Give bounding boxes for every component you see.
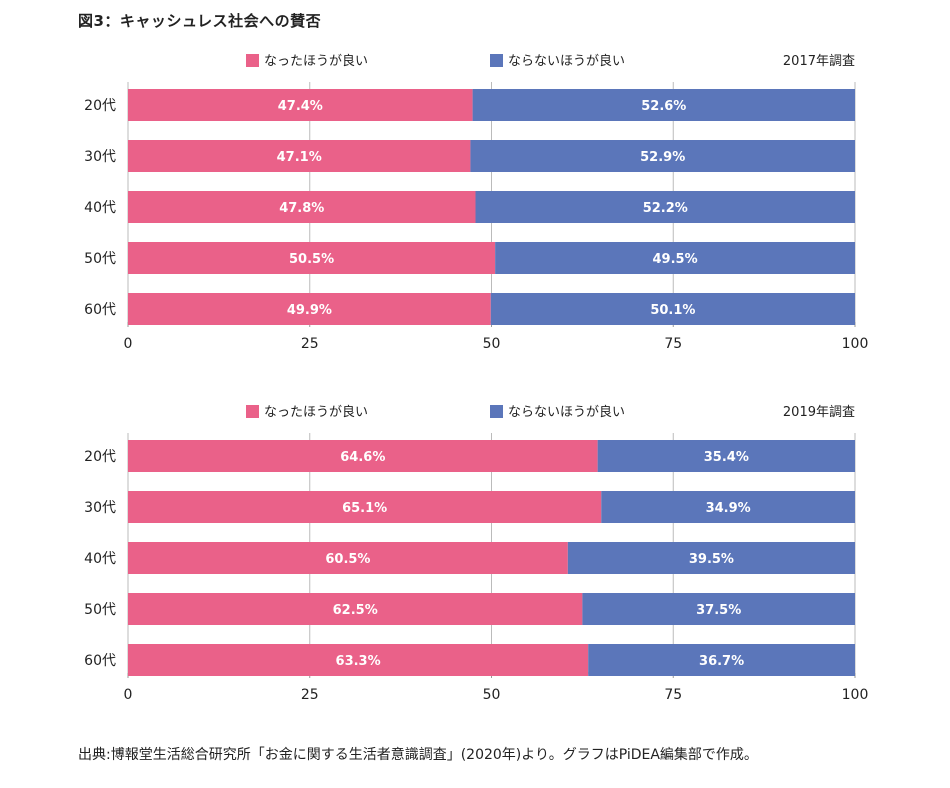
bar-segment-disagree [588,644,855,676]
bar-data-label: 36.7% [699,654,744,669]
bar-data-label: 62.5% [333,603,378,618]
bar-data-label: 60.5% [325,552,370,567]
bar-segment-disagree [472,89,855,121]
x-tick-label: 75 [664,687,682,703]
legend-swatch-1 [246,405,259,418]
bar-data-label: 52.9% [640,150,685,165]
legend-label-1: なったほうが良い [264,53,368,69]
bar-data-label: 37.5% [696,603,741,618]
bar-segment-agree [128,593,583,625]
category-label: 50代 [84,251,116,267]
x-tick-label: 50 [483,687,501,703]
category-label: 60代 [84,653,116,669]
bar-data-label: 47.1% [277,150,322,165]
bar-data-label: 49.9% [287,303,332,318]
bar-segment-agree [128,491,602,523]
category-label: 30代 [84,149,116,165]
survey-label: 2017年調査 [783,54,855,69]
bar-segment-agree [128,440,598,472]
legend-label-2: ならないほうが良い [508,53,625,69]
bar-segment-agree [128,242,496,274]
bar-data-label: 50.1% [650,303,695,318]
survey-label: 2019年調査 [783,405,855,420]
x-tick-label: 50 [483,336,501,352]
x-tick-label: 25 [301,687,319,703]
chart-2017: なったほうが良い ならないほうが良い 2017年調査 0 25 50 75 100 20代 47.… [84,53,869,352]
x-tick-label: 100 [842,687,869,703]
bar-data-label: 65.1% [342,501,387,516]
bar-segment-disagree [475,191,855,223]
bar-segment-agree [128,89,473,121]
legend-label-2: ならないほうが良い [508,404,625,420]
bar-data-label: 35.4% [704,450,749,465]
bar-segment-disagree [490,293,855,325]
bar-segment-agree [128,191,476,223]
category-label: 50代 [84,602,116,618]
bar-data-label: 49.5% [653,252,698,267]
legend-label-1: なったほうが良い [264,404,368,420]
legend-swatch-2 [490,54,503,67]
category-label: 20代 [84,449,116,465]
bar-data-label: 47.4% [278,99,323,114]
bar-segment-disagree [582,593,855,625]
bar-segment-disagree [601,491,855,523]
bar-data-label: 50.5% [289,252,334,267]
category-label: 60代 [84,302,116,318]
source-note: 出典:博報堂生活総合研究所「お金に関する生活者意識調査」(2020年)より。グラ… [78,747,758,763]
x-tick-label: 0 [124,336,133,352]
category-label: 40代 [84,551,116,567]
legend-swatch-2 [490,405,503,418]
x-tick-label: 25 [301,336,319,352]
bar-data-label: 52.6% [641,99,686,114]
category-label: 40代 [84,200,116,216]
x-tick-label: 75 [664,336,682,352]
bar-data-label: 64.6% [340,450,385,465]
bar-data-label: 47.8% [279,201,324,216]
category-label: 20代 [84,98,116,114]
bar-segment-disagree [567,542,855,574]
figure-title: 図3：キャッシュレス社会への賛否 [78,12,322,30]
x-tick-label: 100 [842,336,869,352]
bar-segment-agree [128,293,491,325]
bar-segment-agree [128,542,568,574]
x-tick-label: 0 [124,687,133,703]
legend-swatch-1 [246,54,259,67]
bar-data-label: 52.2% [643,201,688,216]
chart-2019: なったほうが良い ならないほうが良い 2019年調査 0 25 50 75 100 20代 64.… [84,404,869,703]
category-label: 30代 [84,500,116,516]
bar-segment-disagree [470,140,855,172]
bar-data-label: 63.3% [336,654,381,669]
bar-segment-disagree [495,242,855,274]
bar-data-label: 39.5% [689,552,734,567]
bar-data-label: 34.9% [706,501,751,516]
bar-segment-disagree [597,440,855,472]
bar-segment-agree [128,644,589,676]
bar-segment-agree [128,140,471,172]
